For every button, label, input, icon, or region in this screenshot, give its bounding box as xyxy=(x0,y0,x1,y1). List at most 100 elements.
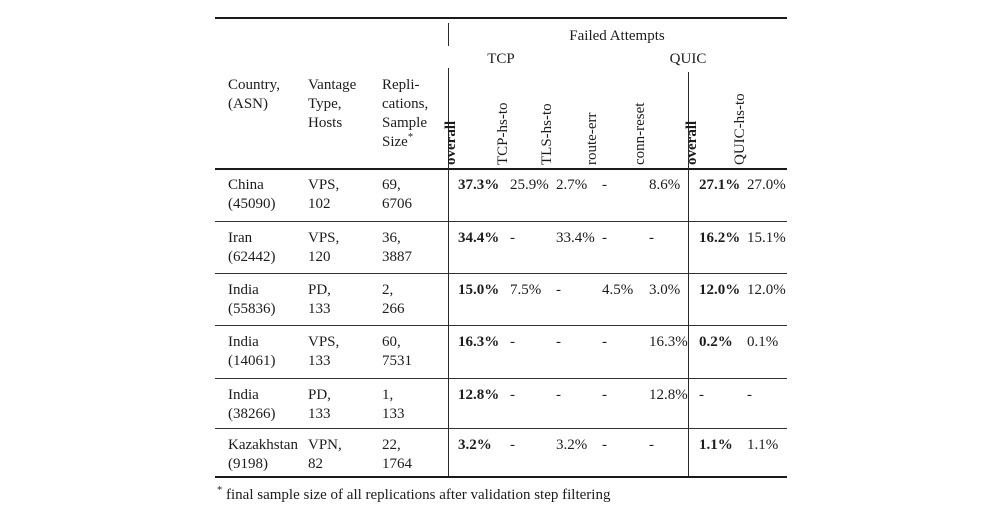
cell-replications: 60, 7531 xyxy=(382,333,412,371)
cell-tls-hs-to: - xyxy=(556,282,561,298)
cell-vantage: VPS, 120 xyxy=(308,229,339,267)
table-row: Iran (62442) VPS, 120 36, 3887 34.4% - 3… xyxy=(215,221,787,274)
country-name: China xyxy=(228,177,264,193)
country-name: India xyxy=(228,387,259,403)
header-quic-group: QUIC xyxy=(669,51,707,67)
vantage-type: VPS, xyxy=(308,177,340,193)
cell-country: India (55836) xyxy=(228,281,276,319)
sample-size: 266 xyxy=(382,301,405,317)
cell-vantage: PD, 133 xyxy=(308,386,331,424)
cell-tcp-overall: 16.3% xyxy=(458,334,500,350)
cell-country: Iran (62442) xyxy=(228,229,276,267)
cell-tcp-hs-to: - xyxy=(510,334,515,350)
cell-tcp-hs-to: 7.5% xyxy=(510,282,542,298)
cell-quic-hs-to: 0.1% xyxy=(747,334,779,350)
row-separator xyxy=(215,325,787,326)
table-row: India (14061) VPS, 133 60, 7531 16.3% - … xyxy=(215,325,787,378)
sample-size: 3887 xyxy=(382,249,412,265)
vantage-type: PD, xyxy=(308,282,331,298)
header-line: Hosts xyxy=(308,115,343,131)
cell-quic-hs-to: 27.0% xyxy=(747,177,786,193)
header-vantage-type-hosts: Vantage Type, Hosts xyxy=(308,76,356,133)
cell-route-err: - xyxy=(602,387,607,403)
header-line: (ASN) xyxy=(228,96,268,112)
cell-country: India (38266) xyxy=(228,386,276,424)
cell-vantage: VPN, 82 xyxy=(308,436,342,474)
cell-tls-hs-to: - xyxy=(556,334,561,350)
country-asn: (9198) xyxy=(228,456,268,472)
replications-count: 36, xyxy=(382,230,401,246)
sample-size: 133 xyxy=(382,406,405,422)
vertical-rule-failed-attempts xyxy=(448,23,449,46)
table-row: Kazakhstan (9198) VPN, 82 22, 1764 3.2% … xyxy=(215,428,787,481)
cell-country: India (14061) xyxy=(228,333,276,371)
replications-count: 2, xyxy=(382,282,394,298)
header-route-err: route-err xyxy=(584,112,600,165)
cell-vantage: PD, 133 xyxy=(308,281,331,319)
row-separator xyxy=(215,273,787,274)
country-asn: (38266) xyxy=(228,406,276,422)
vantage-hosts: 133 xyxy=(308,406,331,422)
header-size-label: Size xyxy=(382,134,408,150)
cell-tcp-overall: 15.0% xyxy=(458,282,500,298)
cell-route-err: - xyxy=(602,334,607,350)
vantage-type: PD, xyxy=(308,387,331,403)
row-separator xyxy=(215,378,787,379)
cell-replications: 1, 133 xyxy=(382,386,405,424)
cell-replications: 22, 1764 xyxy=(382,436,412,474)
country-name: Iran xyxy=(228,230,253,246)
country-asn: (45090) xyxy=(228,196,276,212)
cell-tcp-hs-to: - xyxy=(510,230,515,246)
vantage-type: VPS, xyxy=(308,334,340,350)
cell-country: China (45090) xyxy=(228,176,276,214)
cell-tls-hs-to: - xyxy=(556,387,561,403)
replications-count: 1, xyxy=(382,387,394,403)
replications-count: 60, xyxy=(382,334,401,350)
cell-tcp-overall: 37.3% xyxy=(458,177,500,193)
table-row: China (45090) VPS, 102 69, 6706 37.3% 25… xyxy=(215,168,787,221)
vantage-hosts: 102 xyxy=(308,196,331,212)
cell-replications: 69, 6706 xyxy=(382,176,412,214)
country-asn: (14061) xyxy=(228,353,276,369)
country-name: India xyxy=(228,282,259,298)
cell-conn-reset: 16.3% xyxy=(649,334,688,350)
cell-conn-reset: 12.8% xyxy=(649,387,688,403)
country-name: Kazakhstan xyxy=(228,437,298,453)
table-rule-top xyxy=(215,17,787,19)
cell-vantage: VPS, 133 xyxy=(308,333,339,371)
country-name: India xyxy=(228,334,259,350)
header-quic-overall: overall xyxy=(684,120,700,165)
cell-tls-hs-to: 33.4% xyxy=(556,230,595,246)
header-line: cations, xyxy=(382,96,429,112)
country-asn: (62442) xyxy=(228,249,276,265)
vantage-hosts: 120 xyxy=(308,249,331,265)
cell-replications: 36, 3887 xyxy=(382,229,412,267)
footnote-marker: * xyxy=(217,485,223,496)
results-table: Failed Attempts TCP QUIC Country, (ASN) … xyxy=(215,17,787,478)
vantage-hosts: 133 xyxy=(308,301,331,317)
cell-quic-overall: 27.1% xyxy=(699,177,741,193)
cell-quic-overall: 0.2% xyxy=(699,334,733,350)
header-line: Vantage xyxy=(308,77,357,93)
header-replications-sample-size: Repli- cations, Sample Size* xyxy=(382,76,428,152)
header-line: Type, xyxy=(308,96,342,112)
footnote-text: final sample size of all replications af… xyxy=(226,487,611,503)
cell-quic-overall: - xyxy=(699,387,704,403)
table-row: India (38266) PD, 133 1, 133 12.8% - - -… xyxy=(215,378,787,431)
cell-country: Kazakhstan (9198) xyxy=(228,436,298,474)
header-tcp-hs-to: TCP-hs-to xyxy=(495,102,511,165)
row-separator xyxy=(215,428,787,429)
cell-quic-hs-to: - xyxy=(747,387,752,403)
vertical-rule-quic-section xyxy=(688,72,689,476)
vantage-hosts: 133 xyxy=(308,353,331,369)
vantage-type: VPN, xyxy=(308,437,342,453)
vantage-type: VPS, xyxy=(308,230,340,246)
cell-conn-reset: 3.0% xyxy=(649,282,681,298)
header-country-asn: Country, (ASN) xyxy=(228,76,280,114)
sample-size: 6706 xyxy=(382,196,412,212)
cell-tcp-overall: 12.8% xyxy=(458,387,500,403)
footnote-marker: * xyxy=(407,132,414,143)
header-line: Sample xyxy=(382,115,427,131)
cell-tcp-hs-to: 25.9% xyxy=(510,177,549,193)
header-line: Repli- xyxy=(382,77,420,93)
